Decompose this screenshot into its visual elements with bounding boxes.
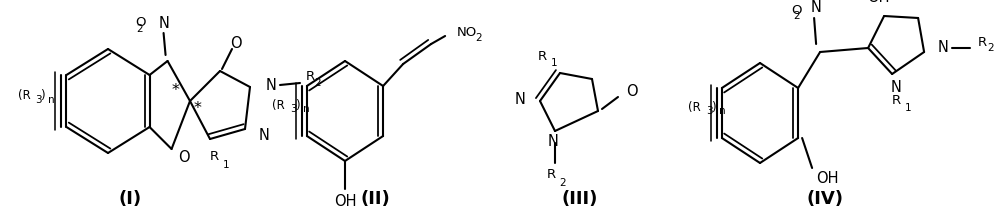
Text: O: O — [792, 4, 802, 17]
Text: 2: 2 — [475, 33, 481, 43]
Text: ): ) — [711, 101, 716, 114]
Text: 2: 2 — [560, 178, 566, 188]
Text: R: R — [892, 93, 901, 107]
Text: N: N — [938, 40, 949, 55]
Text: R: R — [209, 151, 219, 164]
Text: 3: 3 — [706, 106, 713, 116]
Text: 1: 1 — [905, 103, 911, 113]
Text: 2: 2 — [136, 24, 143, 34]
Text: O: O — [626, 84, 638, 99]
Text: n: n — [719, 106, 726, 116]
Text: (III): (III) — [562, 190, 598, 208]
Text: (R: (R — [18, 90, 31, 103]
Text: R: R — [306, 70, 315, 84]
Text: NO: NO — [457, 25, 477, 38]
Text: N: N — [548, 133, 558, 149]
Text: *: * — [172, 84, 180, 99]
Text: (II): (II) — [360, 190, 390, 208]
Text: N: N — [158, 15, 169, 30]
Text: n: n — [303, 104, 310, 114]
Text: (I): (I) — [118, 190, 142, 208]
Text: OH: OH — [867, 0, 889, 6]
Text: R: R — [546, 168, 556, 181]
Text: 1: 1 — [223, 160, 229, 170]
Text: N: N — [266, 78, 277, 93]
Text: O: O — [178, 149, 189, 164]
Text: (R: (R — [272, 99, 285, 112]
Text: ): ) — [295, 99, 300, 112]
Text: O: O — [135, 17, 146, 29]
Text: *: * — [194, 101, 202, 116]
Text: O: O — [230, 36, 242, 51]
Text: 1: 1 — [551, 58, 557, 68]
Text: n: n — [48, 95, 55, 105]
Text: 3: 3 — [290, 104, 297, 114]
Text: N: N — [891, 80, 902, 95]
Text: N: N — [515, 91, 526, 107]
Text: N: N — [259, 128, 270, 143]
Text: 2: 2 — [987, 43, 993, 53]
Text: ): ) — [40, 90, 45, 103]
Text: OH: OH — [334, 194, 356, 208]
Text: (IV): (IV) — [806, 190, 844, 208]
Text: 2: 2 — [793, 11, 799, 21]
Text: OH: OH — [816, 170, 839, 185]
Text: R: R — [978, 36, 987, 48]
Text: (R: (R — [688, 101, 701, 114]
Text: N: N — [811, 0, 822, 15]
Text: 2: 2 — [315, 78, 321, 88]
Text: 3: 3 — [35, 95, 42, 105]
Text: R: R — [537, 51, 547, 63]
